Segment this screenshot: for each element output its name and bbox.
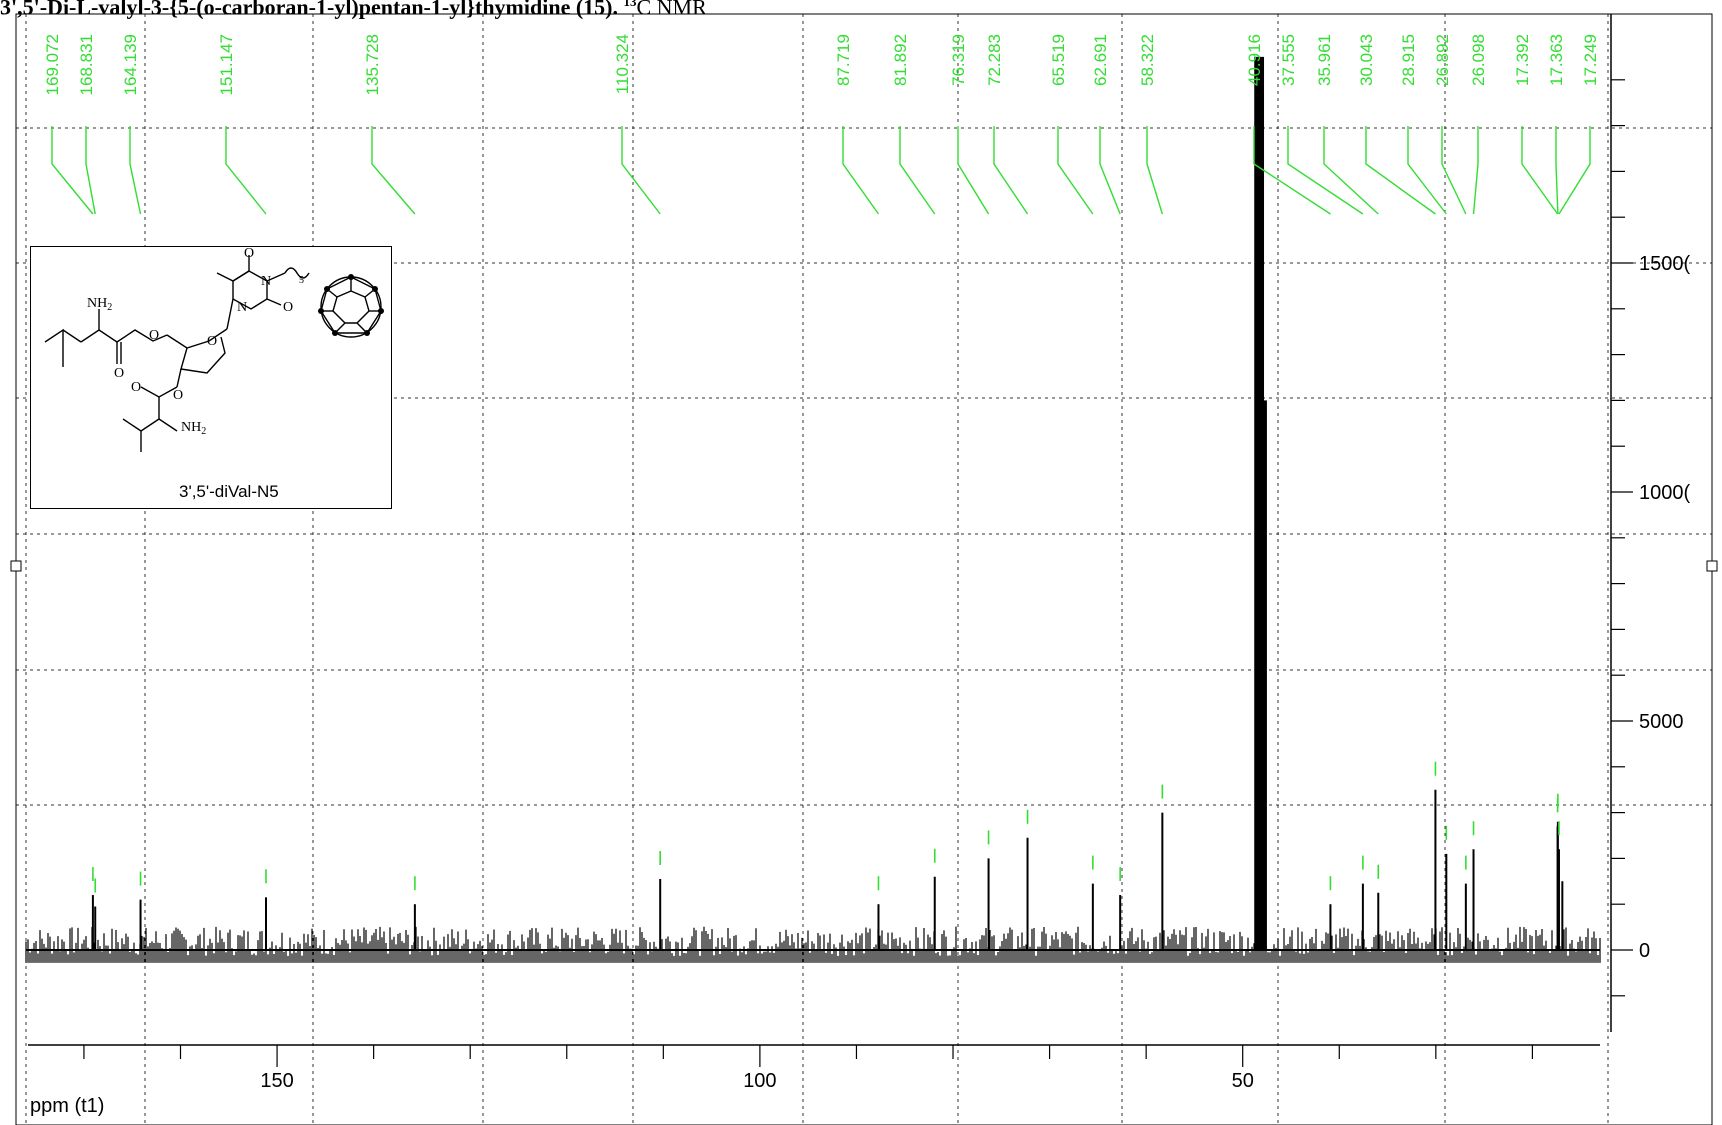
y-tick-label: 1000(	[1639, 482, 1690, 504]
chain-subscript: 5	[299, 275, 304, 286]
thymine-n1-label: N	[237, 300, 247, 315]
thymine-n3-label: N	[261, 274, 271, 289]
peak-label-connector	[993, 126, 1029, 215]
peak-label-connector	[1323, 126, 1379, 215]
lower-ester-oxygen: O	[173, 388, 183, 403]
peak-label-connector	[899, 126, 936, 215]
x-tick-label: 50	[1232, 1070, 1254, 1092]
x-tick-label: 100	[743, 1070, 776, 1092]
peak-label: 151.147	[217, 34, 236, 95]
peak-label-connector	[1472, 126, 1479, 215]
peak-label-connector	[1253, 126, 1331, 215]
peak-label-connector	[129, 126, 142, 215]
lower-carbonyl-oxygen: O	[131, 380, 141, 395]
peak-label: 30.043	[1357, 34, 1376, 86]
peak-label-connector	[1558, 126, 1591, 215]
peak-label-connector	[1057, 126, 1094, 215]
peak-label-connector	[51, 126, 94, 215]
peak-label: 17.363	[1547, 34, 1566, 86]
upper-ester-oxygen: O	[149, 328, 159, 343]
resize-handle[interactable]	[10, 560, 22, 572]
y-tick-label: 0	[1639, 940, 1650, 962]
peak-label: 72.283	[985, 34, 1004, 86]
upper-amine-label: NH2	[87, 296, 112, 313]
peak-label-connector	[957, 126, 990, 215]
peak-label: 87.719	[834, 34, 853, 86]
peak-label-connector	[225, 126, 267, 215]
peak-label: 17.392	[1513, 34, 1532, 86]
peak-label-connector	[1287, 126, 1364, 215]
thymine-carbonyl-oxygen-top: O	[244, 247, 254, 261]
peak-label-connector	[1365, 126, 1436, 215]
peak-label-connector	[1555, 126, 1559, 215]
peak-labels: 169.072 168.831 164.139 151.147 135.728 110.3…	[43, 34, 1600, 893]
peak-label: 35.961	[1315, 34, 1334, 86]
y-axis: 0 5000 1000( 1500(	[1610, 14, 1690, 1032]
peak-label-connector	[1146, 126, 1164, 215]
spectrum-trace	[25, 56, 1601, 963]
peak-label: 169.072	[43, 34, 62, 95]
peak-label: 135.728	[363, 34, 382, 95]
peak-label-connector	[1441, 126, 1467, 215]
peak-label-connector	[842, 126, 880, 215]
baseline-noise	[25, 926, 1601, 963]
x-tick-label: 150	[260, 1070, 293, 1092]
peak-label-connector	[1099, 126, 1121, 215]
lower-amine-label: NH2	[181, 420, 206, 437]
thymine-carbonyl-oxygen-right: O	[283, 300, 293, 315]
peak-label-connector	[85, 126, 96, 215]
peak-label: 58.322	[1138, 34, 1157, 86]
resize-handle[interactable]	[1706, 560, 1718, 572]
y-tick-label: 5000	[1639, 711, 1684, 733]
peak-label: 26.892	[1433, 34, 1452, 86]
peak-label: 164.139	[121, 34, 140, 95]
peak-label: 62.691	[1091, 34, 1110, 86]
compound-label: 3',5'-diVal-N5	[179, 482, 279, 501]
x-axis-label: ppm (t1)	[30, 1095, 104, 1117]
peak-label: 40.916	[1245, 34, 1264, 86]
peak-label: 76.319	[949, 34, 968, 86]
peak-label: 26.098	[1469, 34, 1488, 86]
y-tick-label: 1500(	[1639, 253, 1690, 275]
peak-label: 81.892	[891, 34, 910, 86]
molecule-drawing: NH2 O O O O N N O 5 O O NH2	[44, 247, 384, 452]
peak-label: 168.831	[77, 34, 96, 95]
peak-label-connector	[1407, 126, 1447, 215]
peak-label: 37.555	[1279, 34, 1298, 86]
peak-label: 110.324	[613, 34, 632, 94]
peak-label: 28.915	[1399, 34, 1418, 86]
peak-label: 65.519	[1049, 34, 1068, 86]
peak-label: 17.249	[1581, 34, 1600, 86]
peak-label-connector	[621, 126, 661, 215]
ring-oxygen: O	[207, 334, 217, 349]
x-axis: 150 100 50	[28, 1044, 1600, 1092]
structure-inset: NH2 O O O O N N O 5 O O NH2 3',5'-diVal-…	[30, 246, 392, 509]
peak-label-connector	[371, 126, 416, 215]
peak-label-connector	[1521, 126, 1559, 215]
upper-carbonyl-oxygen: O	[114, 366, 124, 381]
nucleus-superscript: 13	[623, 0, 637, 9]
plot-frame	[10, 13, 1718, 1125]
